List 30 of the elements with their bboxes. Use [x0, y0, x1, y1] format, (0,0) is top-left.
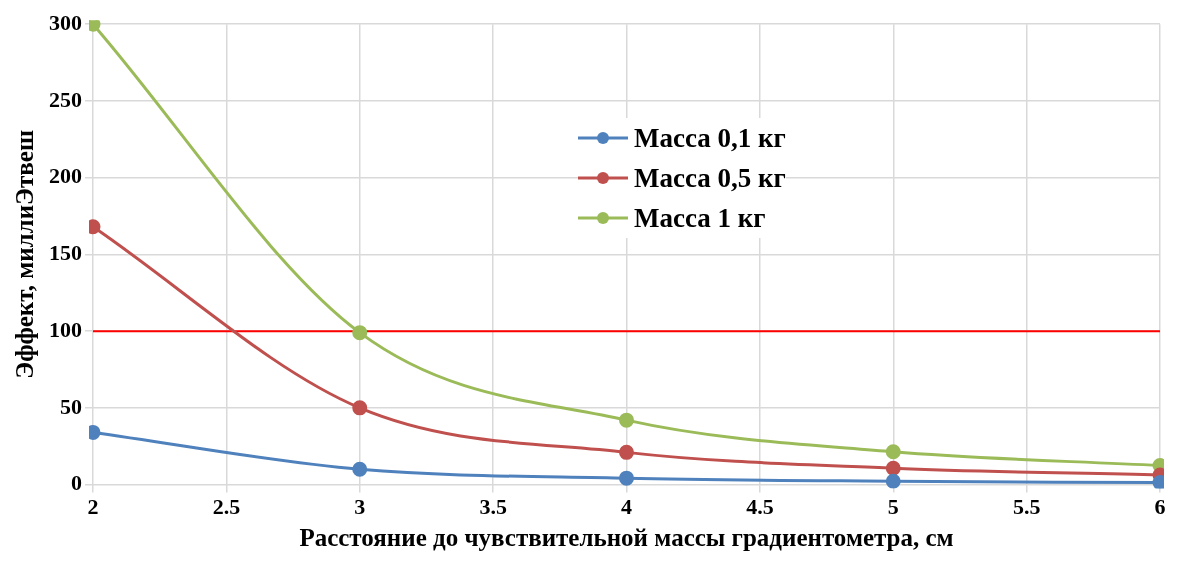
point	[885, 444, 901, 460]
x-tick-label: 2.5	[212, 494, 241, 520]
y-tick-label: 150	[49, 240, 82, 266]
legend-label: Масса 0,5 кг	[634, 162, 786, 194]
x-axis-title: Расстояние до чувствительной массы градиентометра, см	[299, 524, 954, 552]
point	[885, 473, 901, 489]
point	[352, 400, 368, 416]
point	[352, 461, 368, 477]
y-tick-label: 0	[71, 470, 82, 496]
x-tick-label: 5.5	[1012, 494, 1041, 520]
y-tick-label: 300	[49, 9, 82, 35]
point	[619, 444, 634, 460]
y-tick-label: 200	[49, 163, 82, 189]
legend-label: Масса 1 кг	[634, 202, 766, 234]
x-tick-label: 3.5	[479, 494, 507, 520]
point	[619, 412, 634, 428]
point	[352, 325, 368, 341]
y-axis-title: Эффект, миллиЭтвеш	[11, 130, 39, 379]
x-tick-label: 6	[1154, 494, 1166, 520]
x-tick-label: 4.5	[746, 494, 774, 520]
y-tick-label: 50	[60, 393, 82, 419]
legend-label: Масса 0,1 кг	[634, 122, 786, 154]
x-tick-label: 3	[354, 494, 366, 520]
x-tick-label: 2	[87, 494, 99, 520]
point	[885, 460, 901, 476]
point	[619, 470, 634, 486]
y-tick-label: 100	[49, 316, 82, 342]
x-tick-label: 5	[887, 494, 899, 520]
x-tick-label: 4	[621, 494, 632, 520]
y-tick-label: 250	[49, 86, 82, 112]
